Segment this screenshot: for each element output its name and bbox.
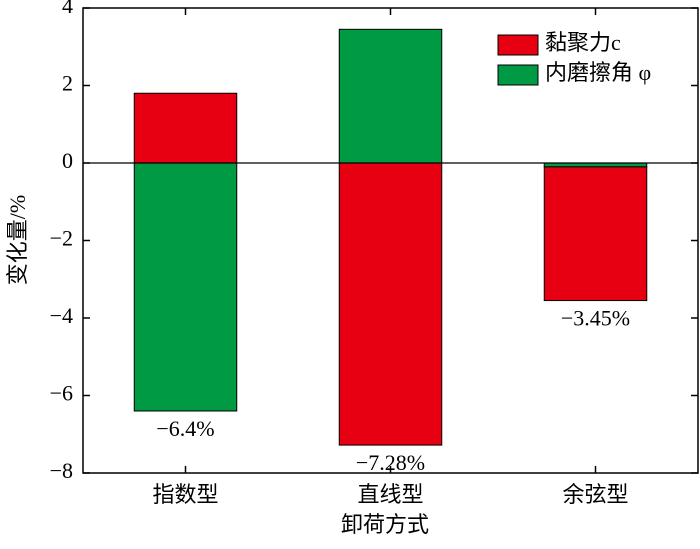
legend-label: 黏聚力c — [545, 30, 621, 55]
y-tick-label: 4 — [62, 0, 73, 18]
y-axis-label: 变化量/% — [5, 195, 30, 285]
legend-swatch — [497, 64, 539, 86]
bar — [338, 28, 443, 164]
y-tick-label: −2 — [50, 226, 73, 251]
y-tick-label: −6 — [50, 381, 73, 406]
x-tick-label: 余弦型 — [562, 482, 628, 507]
y-tick-label: −8 — [50, 458, 73, 483]
x-tick-label: 直线型 — [357, 482, 423, 507]
bar — [133, 162, 238, 412]
y-tick-label: 2 — [62, 71, 73, 96]
legend-swatch — [497, 34, 539, 56]
y-tick-label: 0 — [62, 148, 73, 173]
legend-label: 内磨擦角 φ — [545, 60, 651, 85]
value-label: −3.45% — [561, 306, 630, 331]
y-tick-label: −4 — [50, 303, 73, 328]
x-tick-label: 指数型 — [152, 482, 218, 507]
bar — [543, 166, 648, 302]
value-label: −6.4% — [156, 416, 214, 441]
bar — [338, 162, 443, 446]
x-axis-label: 卸荷方式 — [341, 512, 429, 537]
bar — [133, 92, 238, 164]
